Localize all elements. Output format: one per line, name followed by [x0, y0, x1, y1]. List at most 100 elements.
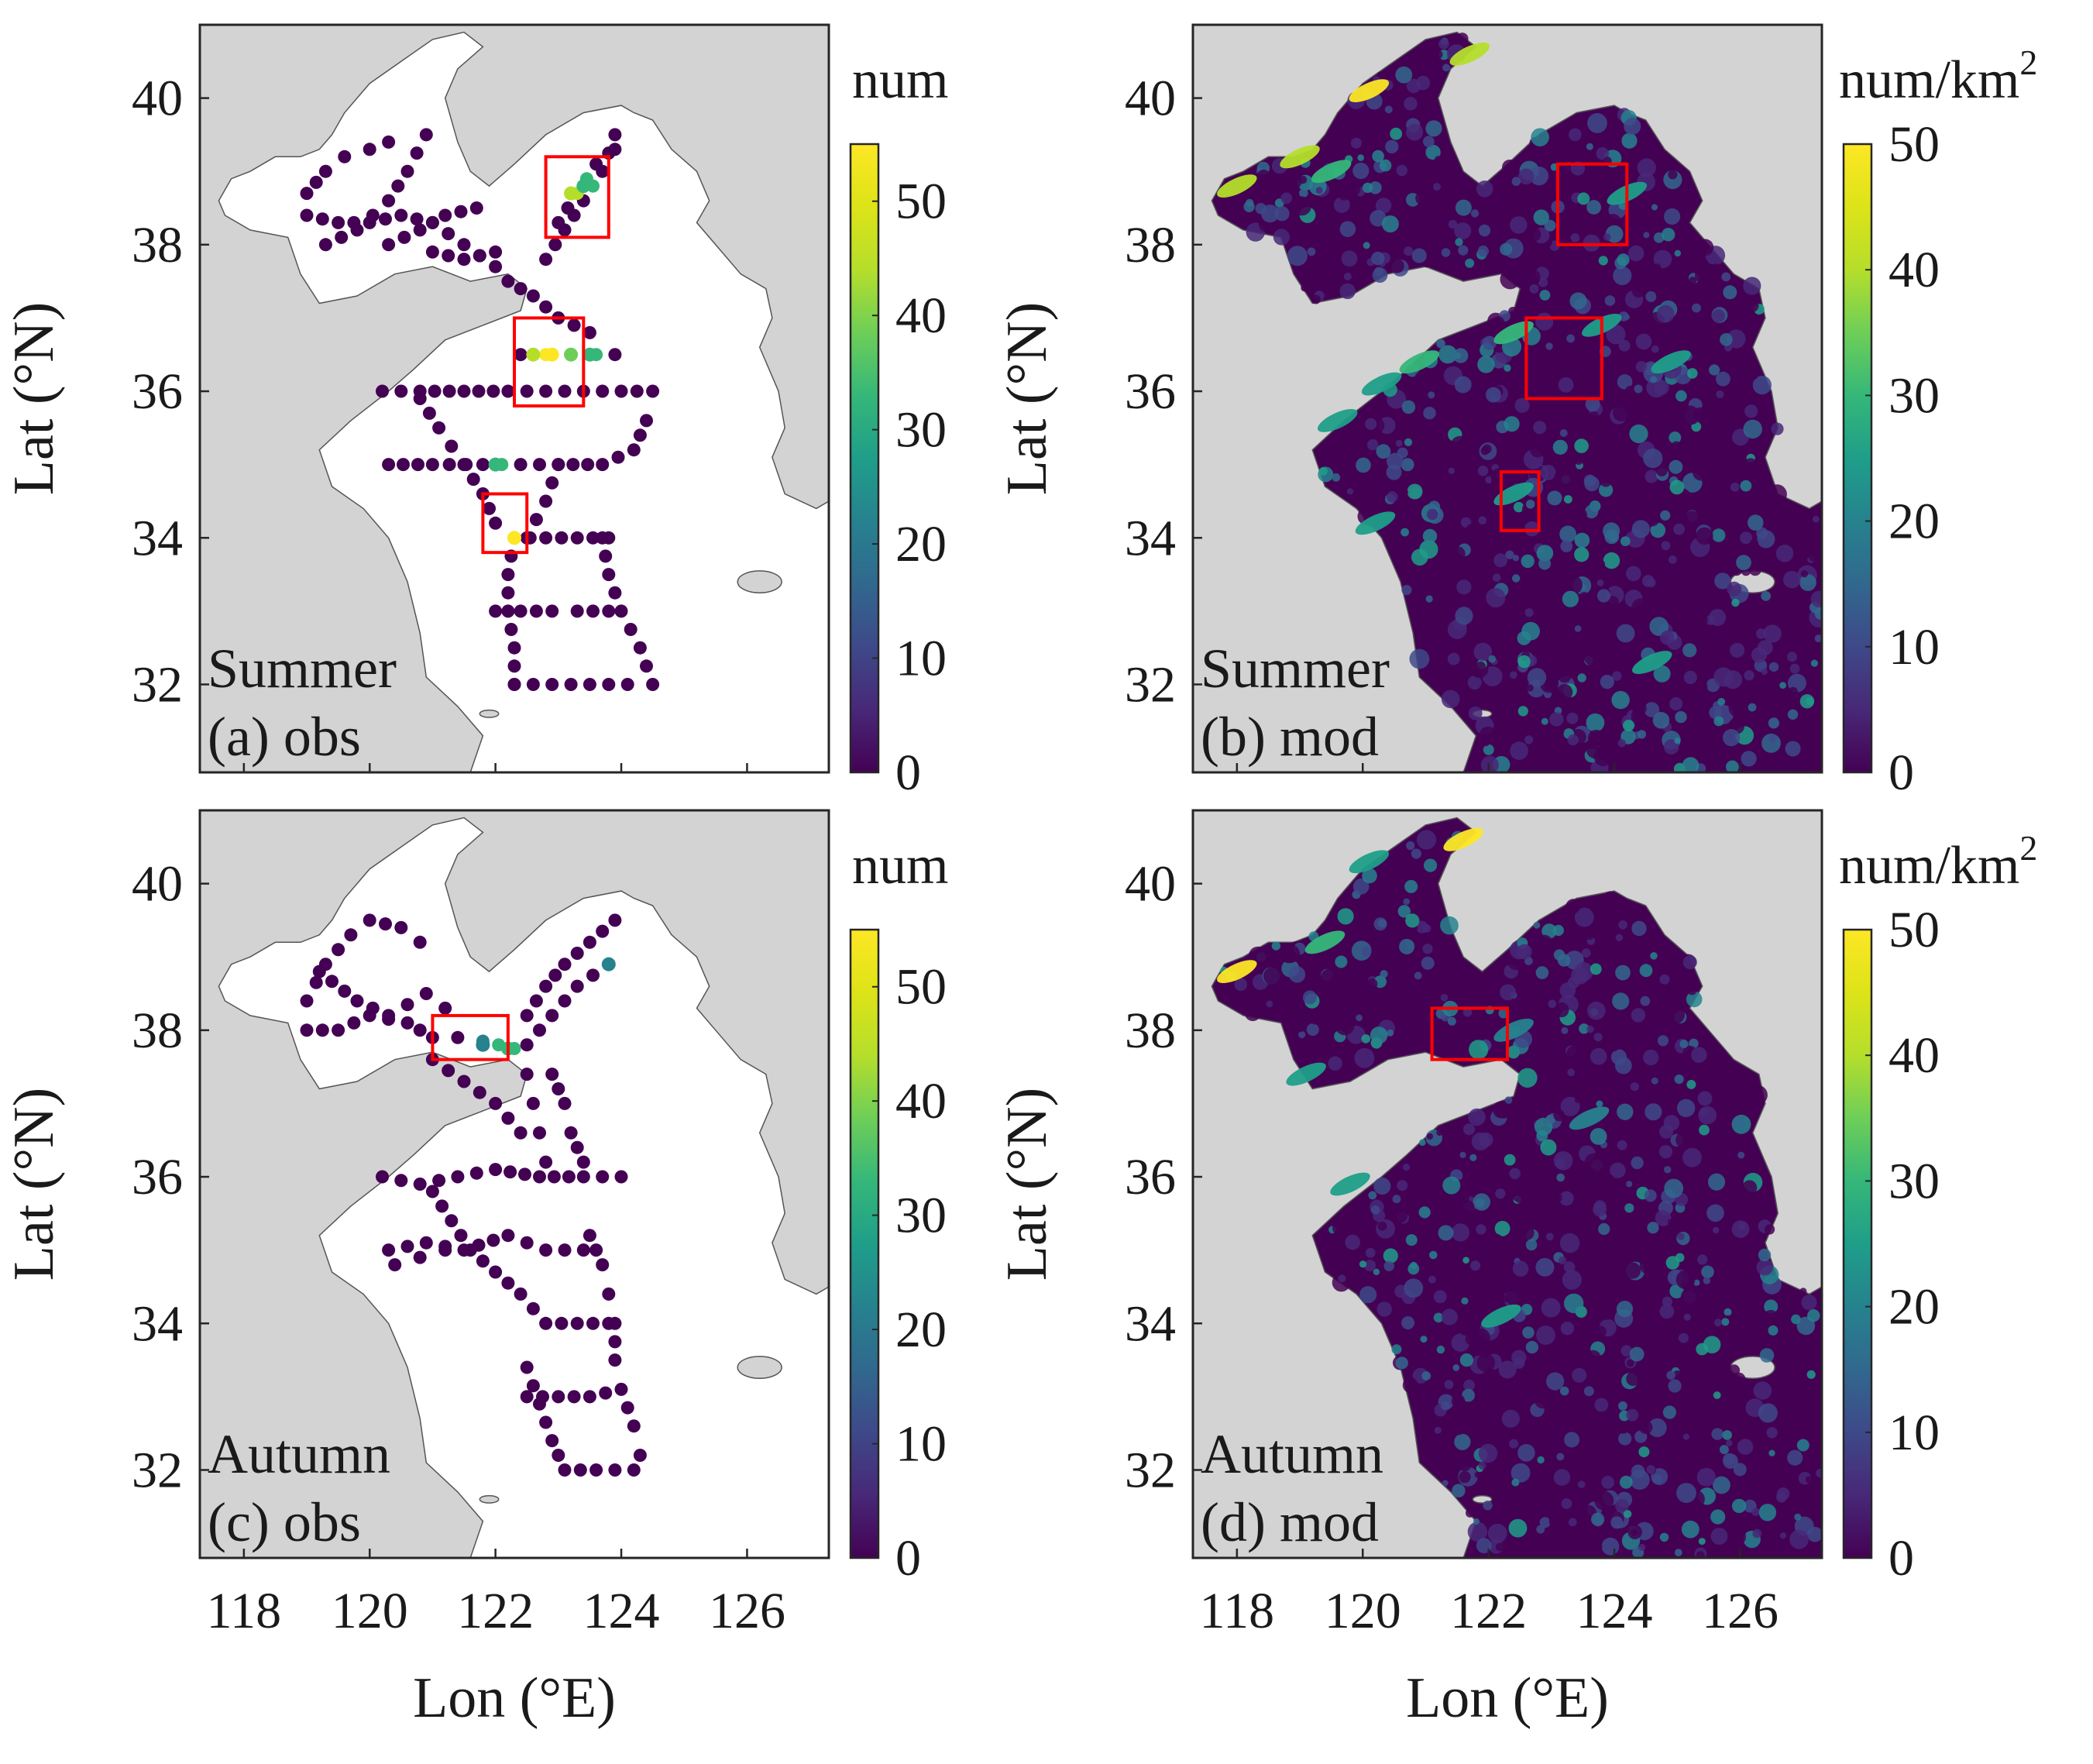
density-cell [1579, 593, 1592, 607]
density-cell [1482, 335, 1497, 350]
density-cell [1428, 391, 1435, 399]
density-cell [1648, 1418, 1667, 1437]
density-cell [1802, 550, 1810, 559]
density-cell [1405, 913, 1420, 928]
density-cell [1618, 1423, 1629, 1434]
density-cell [1779, 1455, 1787, 1463]
density-cell [1517, 655, 1531, 669]
obs-point [545, 604, 559, 618]
density-cell [1443, 199, 1451, 206]
density-cell [1404, 97, 1418, 111]
obs-point [596, 458, 610, 472]
density-cell [1783, 570, 1801, 589]
density-cell [1809, 1401, 1822, 1416]
y-axis-label: Lat (°N) [2, 302, 66, 495]
density-cell [1727, 581, 1742, 597]
density-cell [1458, 1191, 1470, 1205]
density-cell [1612, 671, 1622, 681]
obs-point [539, 1155, 553, 1169]
obs-point [457, 384, 471, 398]
density-cell [1401, 400, 1416, 414]
density-cell [1721, 1318, 1730, 1326]
density-cell [1433, 183, 1441, 191]
density-cell [1662, 1405, 1676, 1419]
density-cell [1433, 1312, 1444, 1323]
density-cell [1407, 1263, 1420, 1275]
density-cell [1425, 120, 1442, 137]
density-cell [1799, 574, 1816, 591]
density-cell [1620, 1345, 1632, 1357]
density-cell [1631, 284, 1645, 298]
obs-point [445, 439, 459, 453]
density-cell [1697, 1254, 1708, 1265]
density-cell [1390, 258, 1404, 273]
density-cell [1560, 540, 1573, 552]
density-cell [1535, 1351, 1555, 1371]
obs-point [627, 443, 641, 457]
density-cell [1390, 127, 1403, 140]
density-cell [1407, 483, 1423, 500]
density-cell [1566, 1351, 1573, 1358]
obs-point [425, 215, 439, 229]
density-cell [1473, 1020, 1493, 1040]
density-cell [1589, 360, 1602, 374]
density-cell [1670, 656, 1683, 669]
density-cell [1553, 949, 1565, 961]
density-cell [1809, 554, 1817, 562]
density-cell [1567, 1068, 1576, 1077]
density-cell [1525, 1340, 1538, 1354]
density-cell [1768, 734, 1777, 743]
density-cell [1737, 1439, 1754, 1455]
density-cell [1477, 466, 1489, 476]
density-cell [1693, 1279, 1700, 1286]
density-cell [1535, 312, 1554, 331]
density-cell [1643, 509, 1661, 527]
density-cell [1651, 1077, 1658, 1085]
obs-point [504, 623, 518, 636]
density-cell [1732, 398, 1744, 411]
obs-point [338, 150, 352, 163]
density-cell [1650, 376, 1657, 383]
density-cell [1664, 1178, 1684, 1198]
density-cell [1486, 387, 1501, 403]
density-hotspot [1361, 372, 1402, 396]
density-cell [1771, 422, 1784, 435]
y-tick-label: 32 [1125, 656, 1176, 713]
density-cell [1469, 1154, 1477, 1161]
density-cell [1468, 1108, 1486, 1126]
density-hotspot [1399, 350, 1440, 374]
obs-point [332, 1023, 345, 1037]
density-cell [1668, 1379, 1682, 1393]
season-label: Autumn [1201, 1423, 1383, 1485]
obs-point [596, 384, 610, 398]
density-cell [1627, 1359, 1634, 1367]
colorbar-title: num/km2 [1839, 43, 2037, 110]
density-cell [1682, 757, 1699, 772]
density-cell [1687, 985, 1697, 995]
density-cell [1668, 1219, 1675, 1226]
obs-point [526, 1302, 540, 1315]
obs-point [413, 1250, 427, 1264]
density-cell [1596, 1295, 1607, 1305]
obs-point [382, 238, 396, 252]
density-cell [1697, 1506, 1705, 1513]
density-cell [1555, 357, 1564, 366]
density-cell [1533, 921, 1541, 929]
density-cell [1478, 516, 1487, 525]
density-cell [1686, 590, 1702, 606]
density-cell [1653, 249, 1672, 269]
density-hotspot [1311, 160, 1352, 184]
obs-point [413, 1178, 427, 1191]
colorbar-tick-label: 20 [1889, 493, 1940, 550]
highlight-box [481, 492, 529, 555]
obs-point [432, 421, 446, 435]
obs-point [445, 1214, 459, 1228]
density-cell [1419, 1139, 1426, 1146]
obs-point [457, 253, 471, 266]
density-cell [1391, 1344, 1402, 1355]
density-cell [1406, 78, 1421, 94]
y-tick-label: 32 [132, 656, 183, 713]
density-cell [1616, 1460, 1631, 1475]
density-cell [1635, 361, 1648, 373]
density-cell [1599, 176, 1614, 191]
